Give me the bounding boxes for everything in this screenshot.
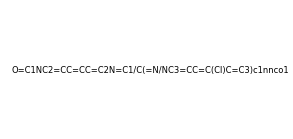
Text: O=C1NC2=CC=CC=C2N=C1/C(=N/NC3=CC=C(Cl)C=C3)c1nnco1: O=C1NC2=CC=CC=C2N=C1/C(=N/NC3=CC=C(Cl)C=… bbox=[11, 66, 289, 75]
